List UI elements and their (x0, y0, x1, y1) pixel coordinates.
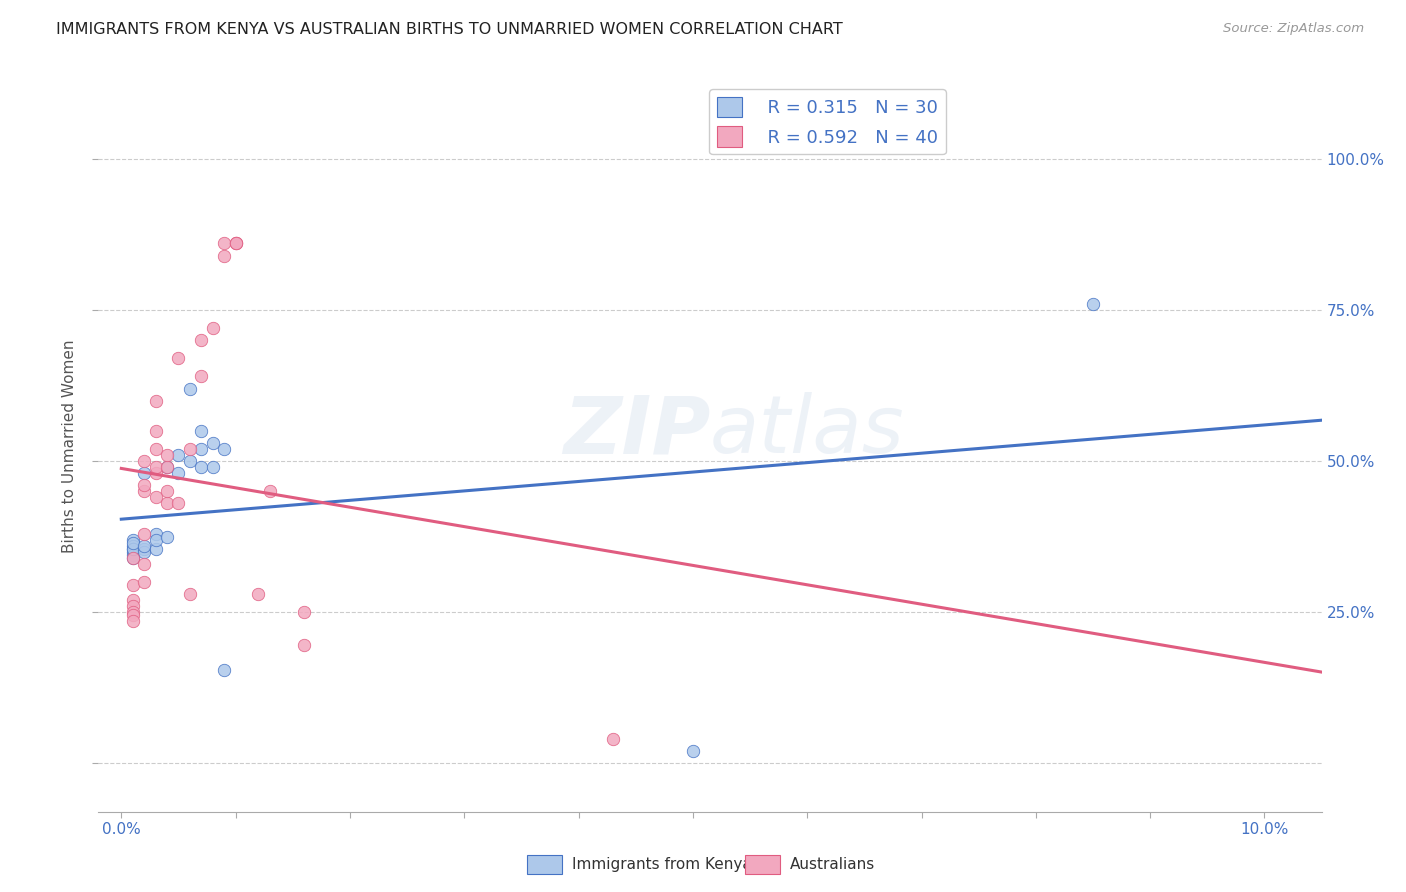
Point (682, 744, 704, 758)
Point (602, 732, 624, 747)
Point (156, 484, 179, 499)
Point (179, 454, 201, 468)
Point (292, 639, 315, 653)
Text: Australians: Australians (790, 857, 876, 871)
Point (190, 442, 212, 456)
Point (156, 448, 179, 462)
Point (121, 608, 143, 623)
Point (134, 478, 156, 492)
Point (179, 382, 201, 396)
Text: Source: ZipAtlas.com: Source: ZipAtlas.com (1223, 22, 1364, 36)
Point (121, 535, 143, 549)
Point (145, 424, 167, 438)
Point (292, 605, 315, 619)
Point (212, 236, 235, 251)
Point (247, 587, 270, 601)
Point (167, 351, 190, 366)
Point (121, 593, 143, 607)
Point (145, 466, 167, 480)
Point (121, 541, 143, 556)
Point (145, 393, 167, 408)
Point (134, 539, 156, 553)
Point (134, 545, 156, 559)
Point (145, 491, 167, 505)
Point (167, 448, 190, 462)
Point (212, 249, 235, 263)
Point (121, 550, 143, 565)
Point (134, 526, 156, 541)
Point (201, 460, 224, 475)
Point (167, 466, 190, 480)
Point (259, 484, 281, 499)
Point (121, 605, 143, 619)
Text: IMMIGRANTS FROM KENYA VS AUSTRALIAN BIRTHS TO UNMARRIED WOMEN CORRELATION CHART: IMMIGRANTS FROM KENYA VS AUSTRALIAN BIRT… (56, 22, 844, 37)
Point (179, 587, 201, 601)
Point (156, 530, 179, 544)
Point (212, 663, 235, 677)
Point (201, 321, 224, 335)
Point (145, 442, 167, 456)
Point (167, 496, 190, 510)
Point (121, 548, 143, 562)
Point (190, 424, 212, 438)
Point (190, 369, 212, 384)
Point (145, 526, 167, 541)
Point (134, 484, 156, 499)
Point (121, 599, 143, 614)
Point (225, 236, 247, 251)
Point (1081, 297, 1104, 311)
Text: Immigrants from Kenya: Immigrants from Kenya (572, 857, 752, 871)
Point (121, 533, 143, 547)
Point (156, 460, 179, 475)
Legend:   R = 0.315   N = 30,   R = 0.592   N = 40: R = 0.315 N = 30, R = 0.592 N = 40 (710, 89, 946, 154)
Point (134, 574, 156, 589)
Point (156, 460, 179, 475)
Point (201, 436, 224, 450)
Point (121, 550, 143, 565)
Point (121, 545, 143, 559)
Text: atlas: atlas (710, 392, 905, 470)
Y-axis label: Births to Unmarried Women: Births to Unmarried Women (62, 339, 77, 553)
Point (121, 578, 143, 592)
Point (225, 236, 247, 251)
Point (145, 460, 167, 475)
Point (225, 236, 247, 251)
Text: ZIP: ZIP (562, 392, 710, 470)
Point (179, 442, 201, 456)
Point (134, 557, 156, 571)
Point (121, 541, 143, 556)
Point (145, 541, 167, 556)
Point (134, 454, 156, 468)
Point (121, 539, 143, 553)
Point (145, 533, 167, 547)
Point (190, 460, 212, 475)
Point (190, 333, 212, 347)
Point (212, 442, 235, 456)
Point (134, 466, 156, 480)
Point (156, 496, 179, 510)
Point (134, 541, 156, 556)
Point (121, 615, 143, 629)
